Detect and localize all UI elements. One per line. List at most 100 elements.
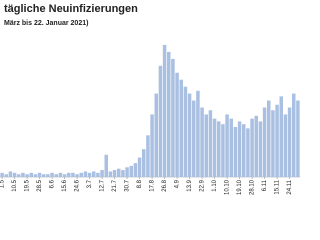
bar (17, 174, 21, 177)
x-tick-label: 30.7 (125, 179, 131, 191)
bar (154, 93, 158, 177)
bar (208, 110, 213, 177)
x-tick-label: 3.7 (87, 179, 93, 188)
bar (237, 121, 242, 177)
bar (217, 121, 221, 177)
bar (42, 174, 46, 177)
bar (150, 114, 154, 177)
bar (108, 171, 113, 177)
bar (117, 168, 121, 177)
x-tick-label: 17.8 (150, 179, 156, 191)
bar (67, 172, 71, 177)
bar (0, 172, 4, 177)
bar (33, 174, 38, 177)
bar (4, 174, 8, 177)
x-tick-label: 6.6 (50, 179, 56, 188)
x-tick-label: 12.7 (100, 179, 106, 191)
bar (8, 171, 13, 177)
bar (75, 174, 79, 177)
bar (212, 118, 217, 177)
bar (279, 96, 283, 177)
bar (258, 121, 263, 177)
chart-subtitle: März bis 22. Januar 2021) (4, 20, 88, 27)
bar (21, 172, 25, 177)
bar (58, 172, 63, 177)
bar (121, 170, 125, 177)
x-tick-label: 1.5 (0, 179, 6, 188)
bar (175, 72, 179, 177)
bar (171, 58, 175, 177)
bar (192, 100, 196, 177)
x-tick-label: 24.11 (287, 179, 293, 194)
x-tick-label: 19.10 (237, 179, 243, 195)
x-tick-label: 10.5 (12, 179, 18, 191)
x-tick-label: 24.6 (75, 179, 81, 191)
bar (87, 172, 92, 177)
x-tick-label: 1.10 (212, 179, 218, 191)
bar (187, 93, 192, 177)
x-tick-label: 13.9 (187, 179, 193, 191)
bar (129, 165, 133, 177)
bar (142, 149, 146, 177)
x-tick-label: 28.10 (250, 179, 256, 195)
x-tick-label: 28.5 (37, 179, 43, 191)
bar (125, 167, 129, 177)
x-tick-label: 8.8 (137, 179, 143, 188)
x-tick-label: 22.9 (200, 179, 206, 191)
bar (54, 174, 58, 177)
bar (12, 172, 17, 177)
bar (229, 118, 233, 177)
bar (287, 107, 292, 177)
bar (254, 115, 258, 177)
bar (196, 90, 200, 177)
bar (200, 107, 204, 177)
bar (62, 174, 67, 177)
bar (71, 172, 75, 177)
bar (204, 114, 208, 177)
bar (225, 114, 229, 177)
bar (296, 100, 300, 177)
bar (92, 171, 96, 177)
bar (25, 174, 29, 177)
bar (50, 172, 54, 177)
x-tick-label: 15.6 (62, 179, 68, 191)
bar (167, 51, 171, 177)
bar (250, 118, 254, 177)
x-tick-label: 26.8 (162, 179, 168, 191)
x-tick-label: 6.11 (262, 179, 268, 191)
bar (271, 110, 275, 177)
bar (262, 107, 267, 177)
chart-title: tägliche Neuinfizierungen (4, 3, 138, 15)
bar (242, 124, 246, 177)
bar (275, 104, 279, 177)
x-tick-label: 15.11 (275, 179, 281, 194)
bar (104, 154, 108, 177)
bar (133, 163, 138, 177)
bar (221, 124, 225, 177)
bar (267, 100, 271, 177)
x-tick-label: 21.7 (112, 179, 118, 191)
bar (100, 170, 104, 177)
bar (179, 79, 183, 177)
bar (46, 174, 50, 177)
bar (292, 93, 296, 177)
x-tick-label: 19.5 (25, 179, 31, 191)
bar (183, 86, 188, 177)
bar (96, 172, 100, 177)
bar (233, 126, 238, 177)
x-tick-label: 10.10 (225, 179, 231, 195)
bar (246, 128, 250, 177)
bar (137, 157, 142, 177)
bar (158, 65, 163, 177)
bar (83, 171, 88, 177)
chart: tägliche Neuinfizierungen März bis 22. J… (0, 3, 300, 195)
bar (283, 114, 288, 177)
bar (112, 170, 117, 177)
x-tick-label: 4.9 (175, 179, 181, 188)
bar (79, 172, 83, 177)
page: tägliche Neuinfizierungen März bis 22. J… (0, 2, 300, 196)
bar (37, 172, 42, 177)
bar (146, 135, 150, 177)
bar (162, 44, 167, 178)
bar (29, 172, 33, 177)
